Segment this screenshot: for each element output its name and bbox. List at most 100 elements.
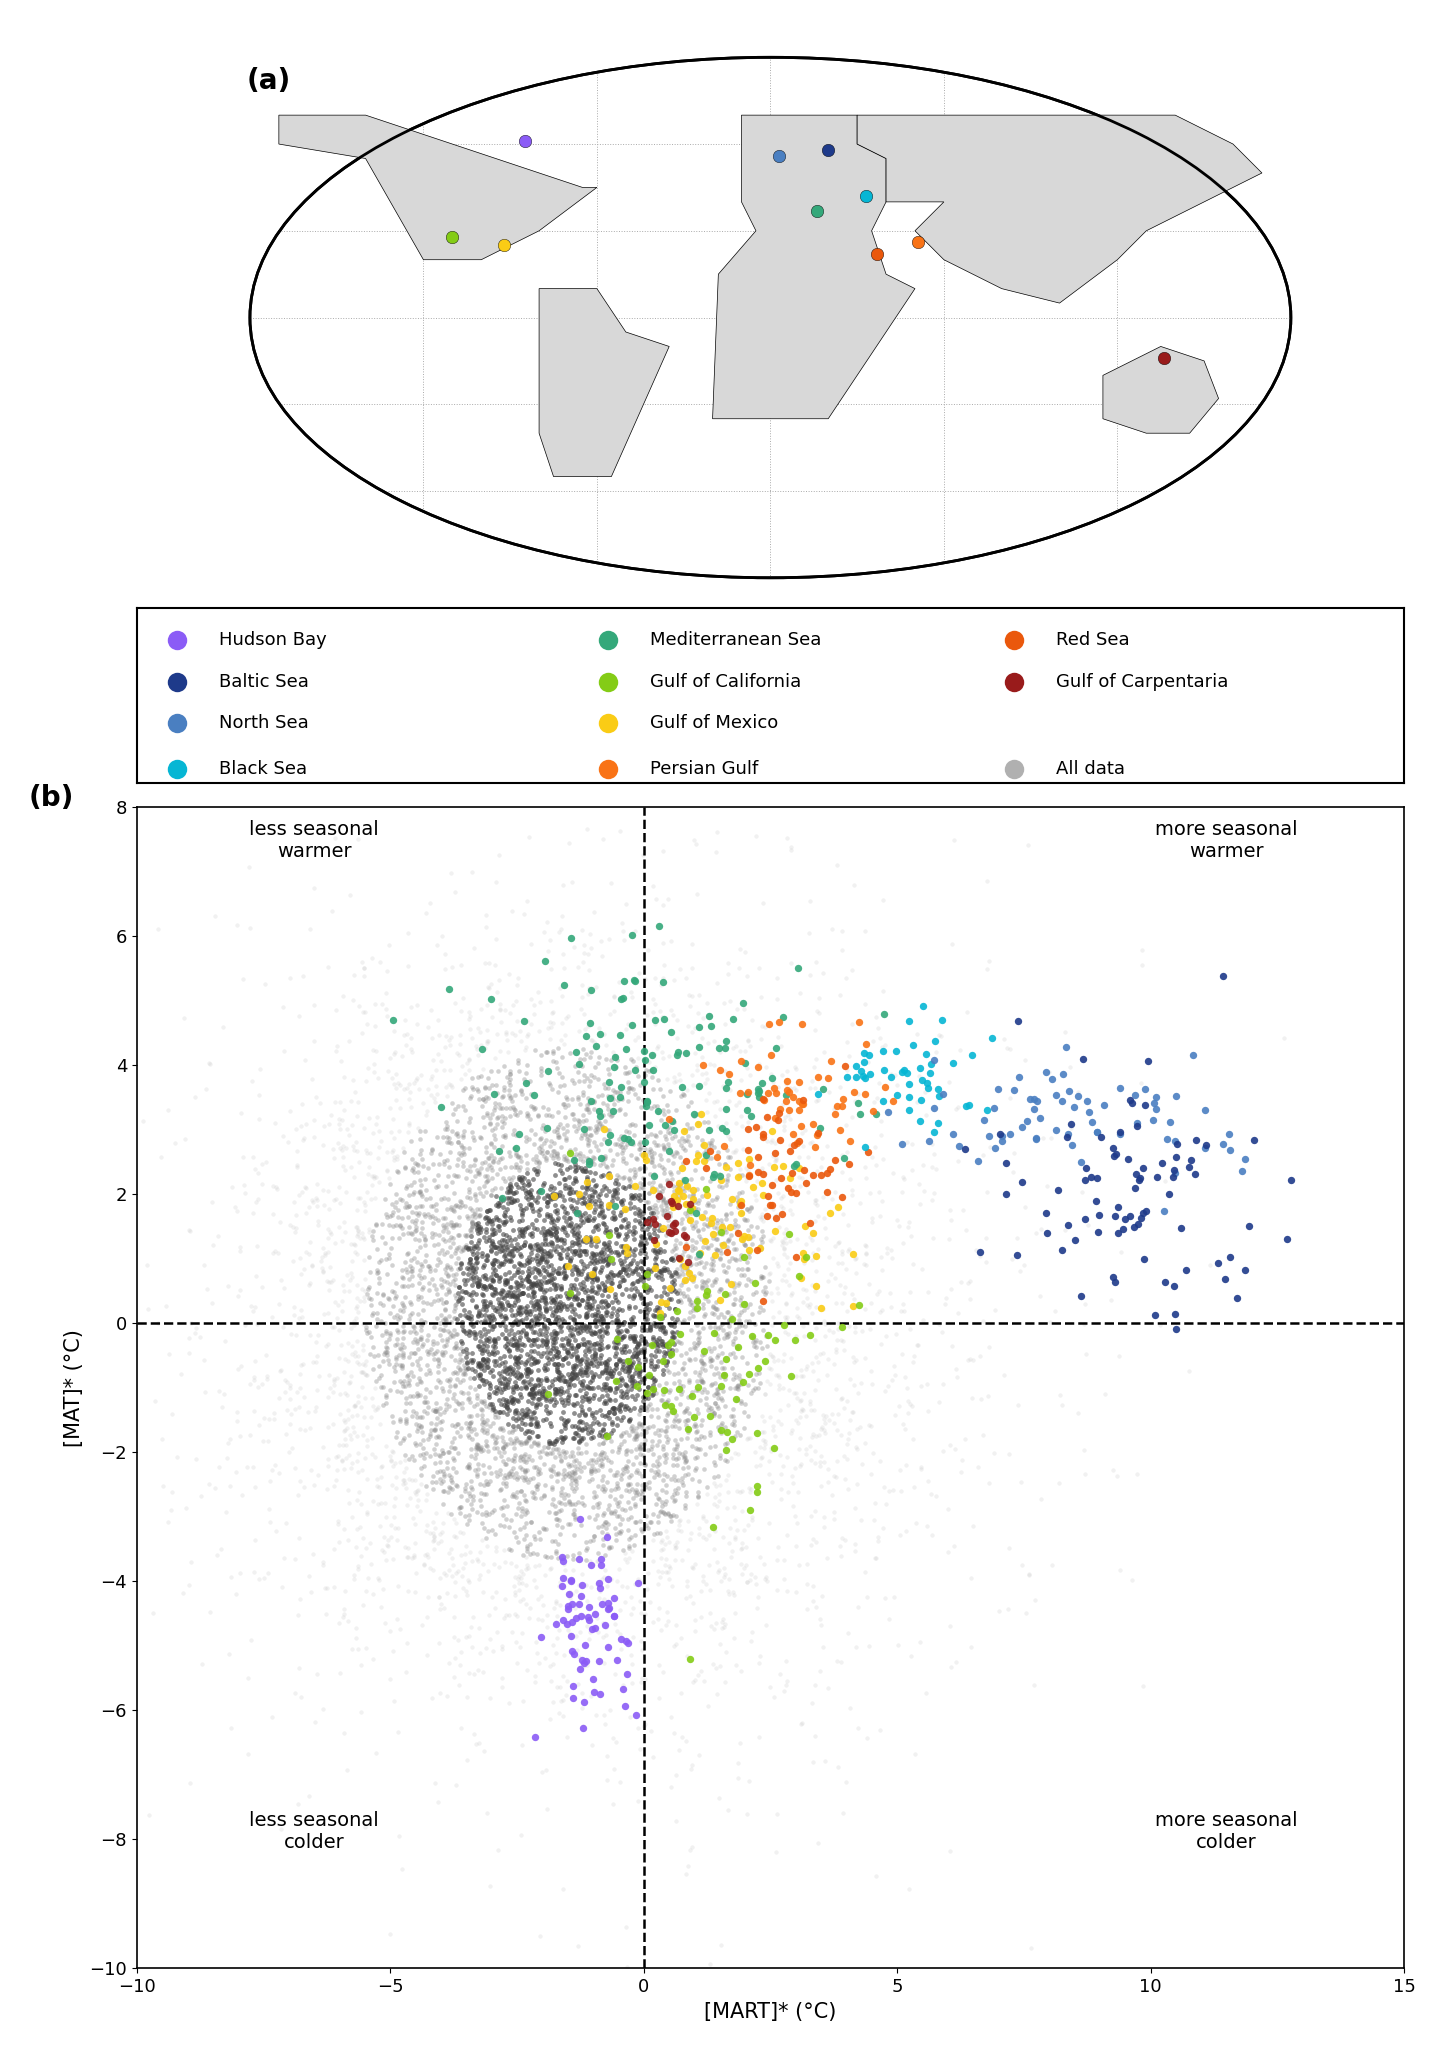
Point	[516, 1096, 539, 1129]
Point	[511, 1263, 534, 1296]
Point	[459, 1406, 482, 1439]
Point	[441, 1548, 464, 1581]
Point	[697, 1113, 720, 1146]
Point	[170, 1358, 193, 1391]
Point	[549, 1107, 572, 1140]
Point	[444, 1432, 467, 1465]
Point	[746, 1051, 769, 1084]
Point	[593, 1540, 616, 1573]
Point	[549, 1237, 572, 1270]
Point	[444, 1189, 467, 1222]
Point	[668, 1412, 691, 1445]
Point	[701, 1245, 724, 1278]
Point	[590, 1313, 613, 1346]
Point	[412, 1548, 435, 1581]
Point	[598, 1226, 621, 1259]
Point	[760, 1123, 783, 1156]
Point	[465, 1307, 488, 1340]
Point	[379, 1317, 402, 1350]
Point	[576, 1274, 599, 1307]
Point	[438, 1274, 461, 1307]
Point	[750, 1441, 773, 1474]
Point	[611, 1261, 634, 1294]
Point	[458, 1362, 481, 1395]
Point	[649, 1494, 672, 1527]
Point	[596, 1521, 619, 1554]
Point	[442, 1226, 465, 1259]
Point	[814, 1746, 837, 1779]
Point	[252, 1424, 275, 1457]
Point	[523, 1280, 546, 1313]
Point	[451, 1358, 474, 1391]
Point	[366, 1338, 389, 1371]
Point	[564, 1138, 588, 1171]
Point	[560, 1606, 583, 1638]
Point	[350, 946, 373, 979]
Point	[344, 1303, 367, 1336]
Point	[635, 1498, 658, 1531]
Point	[838, 1309, 861, 1342]
Point	[570, 1369, 593, 1401]
Point	[482, 1327, 505, 1360]
Point	[544, 1286, 567, 1319]
Point	[524, 1300, 547, 1333]
Point	[505, 1255, 528, 1288]
Point	[995, 1146, 1018, 1179]
Point	[563, 1226, 586, 1259]
Point	[564, 1253, 588, 1286]
Point	[609, 1243, 632, 1276]
Point	[635, 1412, 658, 1445]
Point	[400, 1154, 423, 1187]
Point	[624, 1197, 647, 1230]
Point	[552, 1257, 575, 1290]
Point	[482, 1323, 505, 1356]
Point	[475, 1288, 498, 1321]
Point	[753, 1156, 776, 1189]
Point	[526, 1228, 549, 1261]
Point	[829, 1323, 852, 1356]
Point	[343, 1389, 366, 1422]
Point	[534, 1389, 557, 1422]
Point	[636, 1272, 660, 1305]
Point	[526, 1323, 549, 1356]
Point	[590, 1449, 613, 1482]
Point	[567, 1667, 590, 1700]
Point	[579, 1548, 602, 1581]
Point	[588, 1616, 611, 1649]
Point	[649, 1542, 672, 1575]
Point	[575, 1585, 598, 1618]
Point	[377, 1296, 400, 1329]
Point	[876, 1237, 899, 1270]
Point	[456, 1377, 480, 1410]
Point	[361, 1331, 384, 1364]
Point	[701, 1270, 724, 1303]
Point	[356, 1424, 379, 1457]
Point	[361, 1577, 384, 1610]
Point	[670, 1286, 693, 1319]
Point	[521, 1278, 544, 1311]
Point	[756, 1329, 779, 1362]
Point	[547, 1117, 570, 1150]
Point	[444, 1263, 467, 1296]
Point	[465, 1459, 488, 1492]
Point	[498, 1350, 521, 1383]
Point	[494, 1016, 517, 1049]
Point	[602, 1051, 625, 1084]
Point	[468, 1016, 491, 1049]
Point	[517, 1265, 540, 1298]
Point	[389, 1348, 412, 1381]
Point	[596, 1288, 619, 1321]
Point	[661, 1449, 684, 1482]
Point	[445, 1469, 468, 1502]
Point	[517, 1344, 540, 1377]
Point	[471, 1507, 494, 1540]
Point	[514, 1352, 537, 1385]
Point	[772, 1230, 795, 1263]
Point	[445, 1507, 468, 1540]
Point	[454, 1218, 477, 1251]
Point	[333, 1094, 356, 1127]
Point	[577, 1309, 600, 1342]
Point	[1005, 1220, 1028, 1253]
Point	[477, 1204, 500, 1237]
Point	[442, 1315, 465, 1348]
